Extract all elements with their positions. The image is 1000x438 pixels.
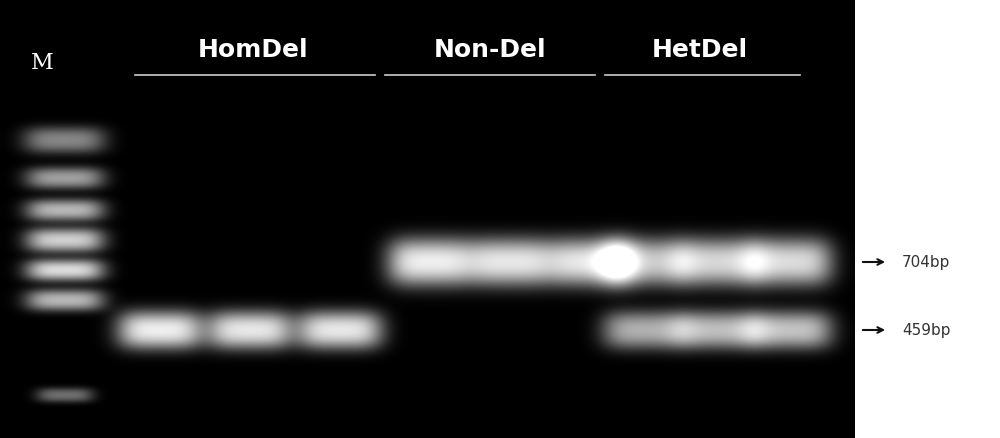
Text: HomDel: HomDel [198, 38, 308, 62]
Text: HetDel: HetDel [652, 38, 748, 62]
Text: 704bp: 704bp [902, 254, 950, 269]
Text: Non-Del: Non-Del [434, 38, 546, 62]
Text: M: M [31, 52, 53, 74]
Text: 459bp: 459bp [902, 322, 951, 338]
